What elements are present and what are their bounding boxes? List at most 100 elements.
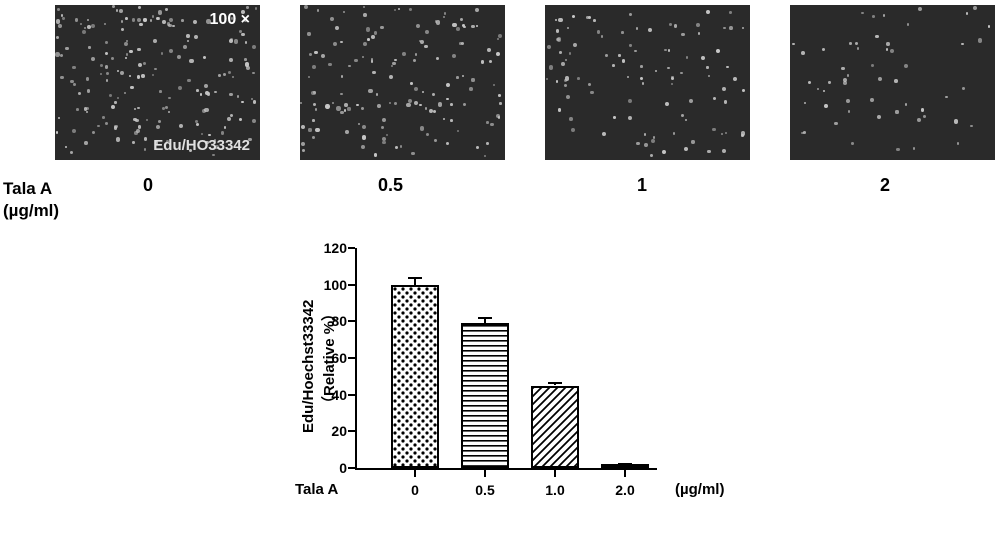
cell-dot bbox=[143, 18, 146, 21]
cell-dot bbox=[696, 23, 700, 27]
cell-dot bbox=[244, 58, 247, 61]
cell-dot bbox=[105, 122, 108, 125]
cell-dot bbox=[722, 149, 726, 153]
cell-dot bbox=[886, 48, 889, 51]
cell-dot bbox=[84, 27, 86, 29]
plot-area: 02040608010012000.51.02.0 bbox=[355, 248, 657, 470]
cell-dot bbox=[475, 8, 479, 12]
cell-dot bbox=[207, 92, 210, 95]
cell-dot bbox=[132, 141, 135, 144]
cell-dot bbox=[627, 76, 629, 78]
cell-dot bbox=[186, 34, 190, 38]
cell-dot bbox=[498, 94, 501, 97]
cell-dot bbox=[432, 93, 435, 96]
cell-dot bbox=[561, 62, 565, 66]
cell-dot bbox=[253, 100, 256, 103]
cell-dot bbox=[629, 44, 631, 46]
cell-dot bbox=[377, 104, 381, 108]
cell-dot bbox=[203, 56, 206, 59]
cell-dot bbox=[913, 147, 915, 149]
cell-dot bbox=[302, 149, 305, 152]
cell-dot bbox=[62, 17, 64, 19]
cell-dot bbox=[564, 84, 567, 87]
cell-dot bbox=[446, 142, 449, 145]
cell-dot bbox=[73, 83, 76, 86]
cell-dot bbox=[648, 28, 652, 32]
cell-dot bbox=[84, 141, 88, 145]
cell-dot bbox=[422, 91, 424, 93]
cell-dot bbox=[823, 90, 825, 92]
cell-dot bbox=[456, 76, 459, 79]
micrograph-panel bbox=[545, 5, 750, 160]
cell-dot bbox=[230, 114, 233, 117]
cell-dot bbox=[436, 20, 440, 24]
cell-dot bbox=[612, 64, 615, 67]
cell-dot bbox=[460, 18, 463, 21]
micrograph-panel bbox=[300, 5, 505, 160]
cell-dot bbox=[143, 62, 146, 65]
cell-dot bbox=[917, 118, 921, 122]
cell-dot bbox=[834, 122, 838, 126]
cell-dot bbox=[499, 102, 502, 105]
cell-dot bbox=[137, 18, 141, 22]
cell-dot bbox=[588, 83, 591, 86]
cell-dot bbox=[58, 117, 60, 119]
cell-dot bbox=[723, 27, 725, 29]
cell-dot bbox=[546, 78, 549, 81]
cell-dot bbox=[808, 81, 811, 84]
cell-dot bbox=[493, 84, 495, 86]
cell-dot bbox=[689, 99, 693, 103]
cell-dot bbox=[158, 120, 161, 123]
cell-dot bbox=[344, 109, 347, 112]
cell-dot bbox=[817, 88, 819, 90]
cell-dot bbox=[187, 79, 190, 82]
cell-dot bbox=[878, 77, 882, 81]
cell-dot bbox=[476, 25, 478, 27]
cell-dot bbox=[363, 6, 365, 8]
cell-dot bbox=[161, 52, 164, 55]
cell-dot bbox=[792, 43, 795, 46]
cell-dot bbox=[144, 137, 147, 140]
cell-dot bbox=[162, 20, 166, 24]
y-tick bbox=[348, 467, 355, 469]
cell-dot bbox=[246, 66, 250, 70]
cell-dot bbox=[961, 43, 963, 45]
cell-dot bbox=[234, 39, 238, 43]
cell-dot bbox=[706, 10, 710, 14]
cell-dot bbox=[75, 18, 79, 22]
x-tick bbox=[484, 470, 486, 477]
y-tick bbox=[348, 430, 355, 432]
cell-dot bbox=[395, 146, 398, 149]
cell-dot bbox=[667, 67, 669, 69]
cell-dot bbox=[849, 42, 852, 45]
cell-dot bbox=[189, 59, 193, 63]
cell-dot bbox=[828, 81, 830, 83]
cell-dot bbox=[330, 17, 334, 21]
cell-dot bbox=[409, 8, 412, 11]
cell-dot bbox=[301, 125, 305, 129]
concentration-label: 0.5 bbox=[378, 175, 403, 196]
error-cap bbox=[408, 277, 422, 279]
error-cap bbox=[618, 463, 632, 465]
cell-dot bbox=[119, 9, 123, 13]
cell-dot bbox=[312, 119, 315, 122]
cell-dot bbox=[923, 115, 926, 118]
cell-dot bbox=[742, 89, 745, 92]
magnification-label: 100 × bbox=[210, 11, 250, 29]
cell-dot bbox=[328, 63, 331, 66]
cell-dot bbox=[137, 75, 140, 78]
cell-dot bbox=[361, 145, 365, 149]
cell-dot bbox=[957, 142, 959, 144]
cell-dot bbox=[114, 101, 116, 103]
cell-dot bbox=[824, 104, 828, 108]
cell-dot bbox=[857, 47, 859, 49]
cell-dot bbox=[307, 32, 310, 35]
cell-dot bbox=[391, 65, 393, 67]
cell-dot bbox=[380, 26, 383, 29]
cell-dot bbox=[76, 108, 79, 111]
cell-dot bbox=[420, 126, 424, 130]
cell-dot bbox=[671, 77, 675, 81]
y-tick bbox=[348, 394, 355, 396]
cell-dot bbox=[662, 150, 666, 154]
cell-dot bbox=[590, 91, 593, 94]
